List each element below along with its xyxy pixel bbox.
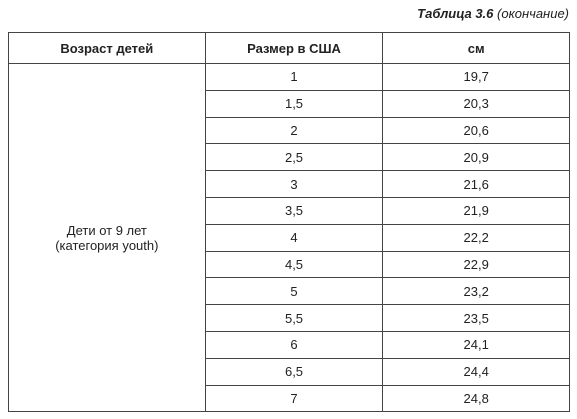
caption-number: Таблица 3.6 [417,6,494,21]
us-size-cell: 5,5 [204,304,384,332]
us-size-cell: 4,5 [204,250,384,279]
us-size-cell: 2,5 [204,143,384,172]
table-row: 6,5 24,4 [9,357,570,386]
table-row: 2,5 20,9 [9,143,570,172]
cm-cell: 19,7 [382,63,570,91]
group-line: (категория youth) [55,237,159,253]
us-size-cell: 3 [204,170,384,198]
us-size-cell: 7 [204,384,384,413]
us-size-cell: 2 [204,116,384,145]
table-body: Дети от 9 лет (категория youth) 1 19,7 1,5 20… [8,62,570,413]
cm-cell: 24,8 [382,384,570,413]
cm-cell: 22,2 [382,223,570,252]
us-size-cell: 4 [204,223,384,252]
table-row: 1,5 20,3 [9,89,570,118]
cm-cell: 20,6 [382,116,570,145]
table-row: 6 24,1 [9,330,570,359]
us-size-cell: 1 [204,63,384,91]
cm-cell: 20,9 [382,143,570,172]
cm-cell: 23,2 [382,277,570,306]
cm-cell: 21,6 [382,170,570,198]
header-cell: Возраст детей [8,32,206,64]
cm-cell: 24,4 [382,357,570,386]
cm-cell: 21,9 [382,196,570,225]
us-size-cell: 3,5 [204,196,384,225]
cm-cell: 24,1 [382,330,570,359]
table-row: 5,5 23,5 [9,304,570,332]
cm-cell: 22,9 [382,250,570,279]
caption: Таблица 3.6 (окончание) [417,6,569,21]
table-row: 3 21,6 [9,170,570,198]
us-size-cell: 6,5 [204,357,384,386]
us-size-cell: 1,5 [204,89,384,118]
header-cell: Размер в США [204,32,384,64]
us-size-cell: 6 [204,330,384,359]
table-row: 3,5 21,9 [9,196,570,225]
table-row: 7 24,8 [9,384,570,413]
cm-cell: 23,5 [382,304,570,332]
header-cell: см [382,32,570,64]
table-row: Дети от 9 лет (категория youth) 1 19,7 [8,62,570,413]
cm-cell: 20,3 [382,89,570,118]
size-table: Возраст детей Размер в США см Дети от 9 ле… [8,32,570,413]
header-row: Возраст детей Размер в США см [8,32,570,64]
group-cell: Дети от 9 лет (категория youth) [8,62,206,413]
table-head: Возраст детей Размер в США см [8,32,570,64]
table-row: 5 23,2 [9,277,570,306]
us-size-cell: 5 [204,277,384,306]
caption-note: (окончание) [497,6,569,21]
group-line: Дети от 9 лет [66,222,147,238]
table-row: 4 22,2 [9,223,570,252]
table-row: 4,5 22,9 [9,250,570,279]
